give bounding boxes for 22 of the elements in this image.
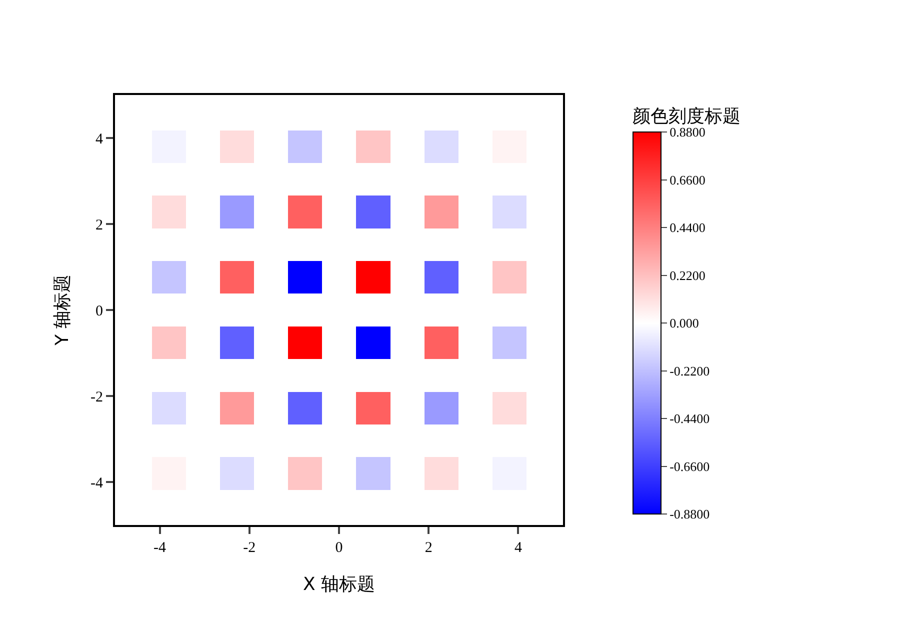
y-tick-label: 2 <box>96 217 103 234</box>
y-tick-label: -4 <box>90 475 104 492</box>
color-bar-label: -0.6600 <box>670 458 710 474</box>
color-bar-title: 颜色刻度标题 <box>632 106 740 127</box>
x-tick-label: 4 <box>514 540 522 556</box>
x-tick-label: -2 <box>243 540 256 556</box>
y-axis-title: Y 轴标题 <box>52 274 73 346</box>
color-bar-label: 0.4400 <box>670 220 706 236</box>
color-bar-label: -0.8800 <box>670 506 710 522</box>
x-axis-title: X 轴标题 <box>302 574 376 595</box>
x-tick-label: -4 <box>154 540 167 556</box>
color-bar-label: 0.000 <box>670 316 699 331</box>
y-tick-label: 0 <box>96 303 103 320</box>
color-bar-label: 0.8800 <box>670 124 706 140</box>
y-tick-label: -2 <box>90 389 103 406</box>
y-tick-label: 4 <box>96 131 104 148</box>
color-bar-label: -0.4400 <box>670 411 710 426</box>
color-bar-label: -0.2200 <box>670 363 710 378</box>
color-bar-label: 0.6600 <box>670 172 706 188</box>
color-bar-label: 0.2200 <box>670 268 706 283</box>
x-tick-label: 2 <box>424 540 432 556</box>
x-tick-label: 0 <box>335 540 343 556</box>
